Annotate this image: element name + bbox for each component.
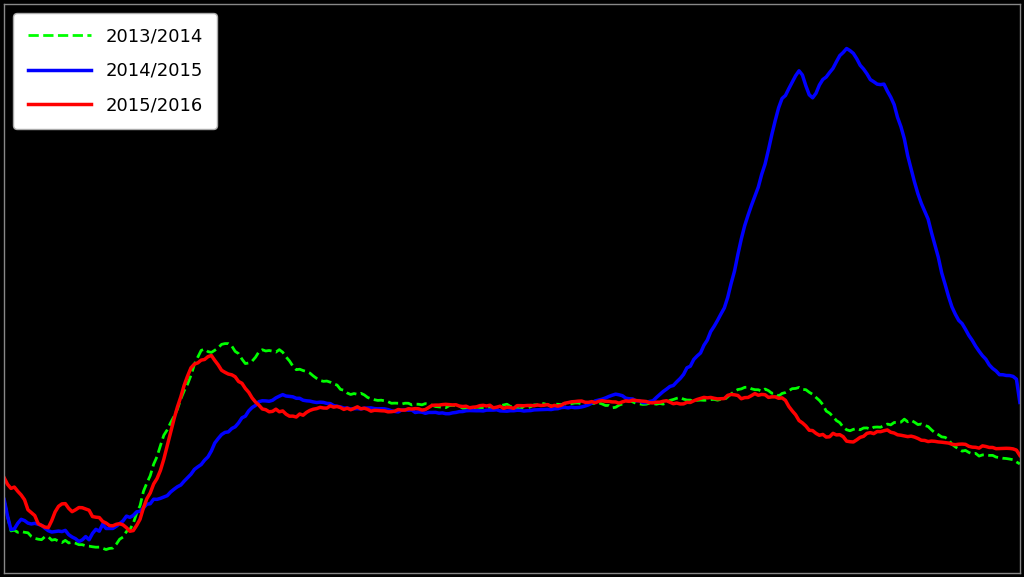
- 2014/2015: [841, 45, 853, 52]
- 2013/2014: [627, 398, 639, 405]
- 2014/2015: [0, 496, 10, 503]
- 2014/2015: [603, 393, 615, 400]
- Legend: 2013/2014, 2014/2015, 2015/2016: 2013/2014, 2014/2015, 2015/2016: [13, 13, 217, 129]
- 2013/2014: [609, 404, 622, 411]
- Line: 2013/2014: 2013/2014: [4, 343, 1020, 549]
- 2014/2015: [606, 392, 618, 399]
- 2014/2015: [623, 395, 635, 402]
- 2014/2015: [73, 538, 85, 545]
- 2013/2014: [100, 546, 113, 553]
- 2014/2015: [1, 513, 13, 520]
- 2015/2016: [627, 396, 639, 403]
- 2013/2014: [926, 426, 938, 433]
- 2015/2016: [1014, 452, 1024, 459]
- Line: 2015/2016: 2015/2016: [4, 355, 1020, 531]
- Line: 2014/2015: 2014/2015: [4, 48, 1020, 541]
- 2013/2014: [1, 513, 13, 520]
- 2013/2014: [861, 425, 873, 432]
- 2014/2015: [1014, 399, 1024, 406]
- 2014/2015: [926, 229, 938, 236]
- 2015/2016: [606, 399, 618, 406]
- 2013/2014: [0, 497, 10, 504]
- 2014/2015: [861, 70, 873, 77]
- 2013/2014: [606, 404, 618, 411]
- 2015/2016: [1, 481, 13, 488]
- 2015/2016: [609, 399, 622, 406]
- 2013/2014: [1014, 460, 1024, 467]
- 2015/2016: [124, 528, 136, 535]
- 2015/2016: [926, 437, 938, 444]
- 2013/2014: [222, 340, 234, 347]
- 2015/2016: [861, 430, 873, 437]
- 2015/2016: [0, 474, 10, 481]
- 2015/2016: [205, 352, 217, 359]
